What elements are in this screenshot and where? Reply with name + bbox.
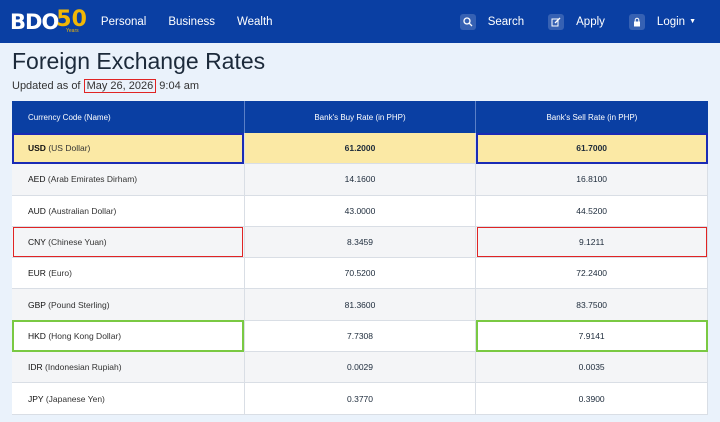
logo-years: Years bbox=[66, 28, 79, 34]
currency-name: (Euro) bbox=[48, 268, 72, 279]
table-row: IDR (Indonesian Rupiah) 0.0029 0.0035 bbox=[12, 351, 708, 384]
sell-rate-cell: 72.2400 bbox=[475, 257, 708, 290]
currency-code: USD bbox=[28, 143, 46, 154]
table-row: HKD (Hong Kong Dollar) 7.7308 7.9141 bbox=[12, 320, 708, 353]
buy-rate-cell: 0.3770 bbox=[244, 382, 477, 415]
updated-time: 9:04 am bbox=[159, 80, 200, 92]
updated-date: May 26, 2026 bbox=[83, 79, 157, 93]
currency-cell: USD (US Dollar) bbox=[12, 133, 245, 165]
currency-name: (US Dollar) bbox=[48, 143, 91, 154]
fx-rates-table: Currency Code (Name) Bank's Buy Rate (in… bbox=[12, 101, 708, 415]
sell-rate-cell: 7.9141 bbox=[475, 320, 708, 353]
lock-icon bbox=[628, 13, 645, 30]
apply-button[interactable]: Apply bbox=[548, 13, 605, 30]
currency-name: (Australian Dollar) bbox=[48, 205, 117, 216]
currency-name: (Japanese Yen) bbox=[45, 393, 105, 404]
buy-rate-cell: 14.1600 bbox=[244, 163, 477, 196]
buy-rate-cell: 0.0029 bbox=[244, 351, 477, 384]
search-label: Search bbox=[487, 15, 525, 28]
search-icon bbox=[459, 13, 476, 30]
currency-cell: JPY (Japanese Yen) bbox=[12, 382, 245, 415]
login-label: Login bbox=[656, 15, 686, 28]
logo-text: BDO bbox=[10, 9, 59, 34]
buy-rate-cell: 81.3600 bbox=[244, 288, 477, 321]
currency-code: GBP bbox=[28, 299, 46, 310]
currency-code: JPY bbox=[28, 393, 44, 404]
main-nav: Personal Business Wealth bbox=[101, 16, 295, 28]
search-button[interactable]: Search bbox=[459, 13, 525, 30]
buy-rate-cell: 61.2000 bbox=[244, 133, 477, 165]
nav-personal[interactable]: Personal bbox=[100, 15, 147, 28]
header-buy-rate: Bank's Buy Rate (in PHP) bbox=[244, 101, 477, 133]
currency-cell: HKD (Hong Kong Dollar) bbox=[12, 320, 245, 353]
table-header-row: Currency Code (Name) Bank's Buy Rate (in… bbox=[12, 101, 708, 133]
nav-business[interactable]: Business bbox=[168, 15, 215, 28]
updated-prefix: Updated as of bbox=[12, 80, 81, 92]
sell-rate-cell: 0.3900 bbox=[475, 382, 708, 415]
logo-anniversary: 50 bbox=[56, 7, 87, 32]
currency-code: IDR bbox=[28, 362, 43, 373]
updated-timestamp: Updated as of May 26, 2026 9:04 am bbox=[12, 79, 200, 93]
sell-rate-cell: 83.7500 bbox=[475, 288, 708, 321]
currency-code: AED bbox=[28, 174, 46, 185]
table-row: AUD (Australian Dollar) 43.0000 44.5200 bbox=[12, 195, 708, 227]
nav-wealth[interactable]: Wealth bbox=[236, 15, 273, 28]
sell-rate-cell: 44.5200 bbox=[475, 195, 708, 227]
currency-cell: AED (Arab Emirates Dirham) bbox=[12, 163, 245, 196]
table-row: JPY (Japanese Yen) 0.3770 0.3900 bbox=[12, 382, 708, 415]
login-button[interactable]: Login ▼ bbox=[628, 13, 696, 30]
currency-cell: GBP (Pound Sterling) bbox=[12, 288, 245, 321]
currency-name: (Hong Kong Dollar) bbox=[48, 330, 122, 341]
buy-rate-cell: 7.7308 bbox=[244, 320, 477, 353]
page-title: Foreign Exchange Rates bbox=[12, 48, 266, 74]
currency-cell: IDR (Indonesian Rupiah) bbox=[12, 351, 245, 384]
currency-name: (Indonesian Rupiah) bbox=[45, 362, 122, 373]
caret-down-icon: ▼ bbox=[689, 18, 696, 25]
currency-cell: CNY (Chinese Yuan) bbox=[12, 226, 245, 259]
sell-rate-cell: 0.0035 bbox=[475, 351, 708, 384]
currency-code: AUD bbox=[28, 205, 46, 216]
bdo-logo[interactable]: BDO 50 Years bbox=[10, 0, 87, 43]
header-sell-rate: Bank's Sell Rate (in PHP) bbox=[475, 101, 708, 133]
table-row: USD (US Dollar) 61.2000 61.7000 bbox=[12, 133, 708, 165]
sell-rate-cell: 9.1211 bbox=[475, 226, 708, 259]
currency-code: HKD bbox=[28, 330, 46, 341]
edit-icon bbox=[548, 13, 565, 30]
apply-label: Apply bbox=[576, 15, 605, 28]
currency-name: (Pound Sterling) bbox=[48, 299, 110, 310]
currency-name: (Chinese Yuan) bbox=[48, 237, 107, 248]
sell-rate-cell: 16.8100 bbox=[475, 163, 708, 196]
currency-name: (Arab Emirates Dirham) bbox=[47, 174, 138, 185]
table-row: GBP (Pound Sterling) 81.3600 83.7500 bbox=[12, 288, 708, 321]
currency-code: EUR bbox=[28, 268, 46, 279]
currency-code: CNY bbox=[28, 237, 46, 248]
currency-cell: AUD (Australian Dollar) bbox=[12, 195, 245, 227]
sell-rate-cell: 61.7000 bbox=[475, 133, 708, 165]
buy-rate-cell: 8.3459 bbox=[244, 226, 477, 259]
table-row: CNY (Chinese Yuan) 8.3459 9.1211 bbox=[12, 226, 708, 259]
table-row: EUR (Euro) 70.5200 72.2400 bbox=[12, 257, 708, 290]
header-currency: Currency Code (Name) bbox=[12, 101, 245, 133]
table-row: AED (Arab Emirates Dirham) 14.1600 16.8100 bbox=[12, 163, 708, 196]
top-navigation-bar: BDO 50 Years Personal Business Wealth Se… bbox=[0, 0, 720, 43]
currency-cell: EUR (Euro) bbox=[12, 257, 245, 290]
utility-nav: Search Apply Login ▼ bbox=[459, 0, 720, 43]
buy-rate-cell: 43.0000 bbox=[244, 195, 477, 227]
buy-rate-cell: 70.5200 bbox=[244, 257, 477, 290]
